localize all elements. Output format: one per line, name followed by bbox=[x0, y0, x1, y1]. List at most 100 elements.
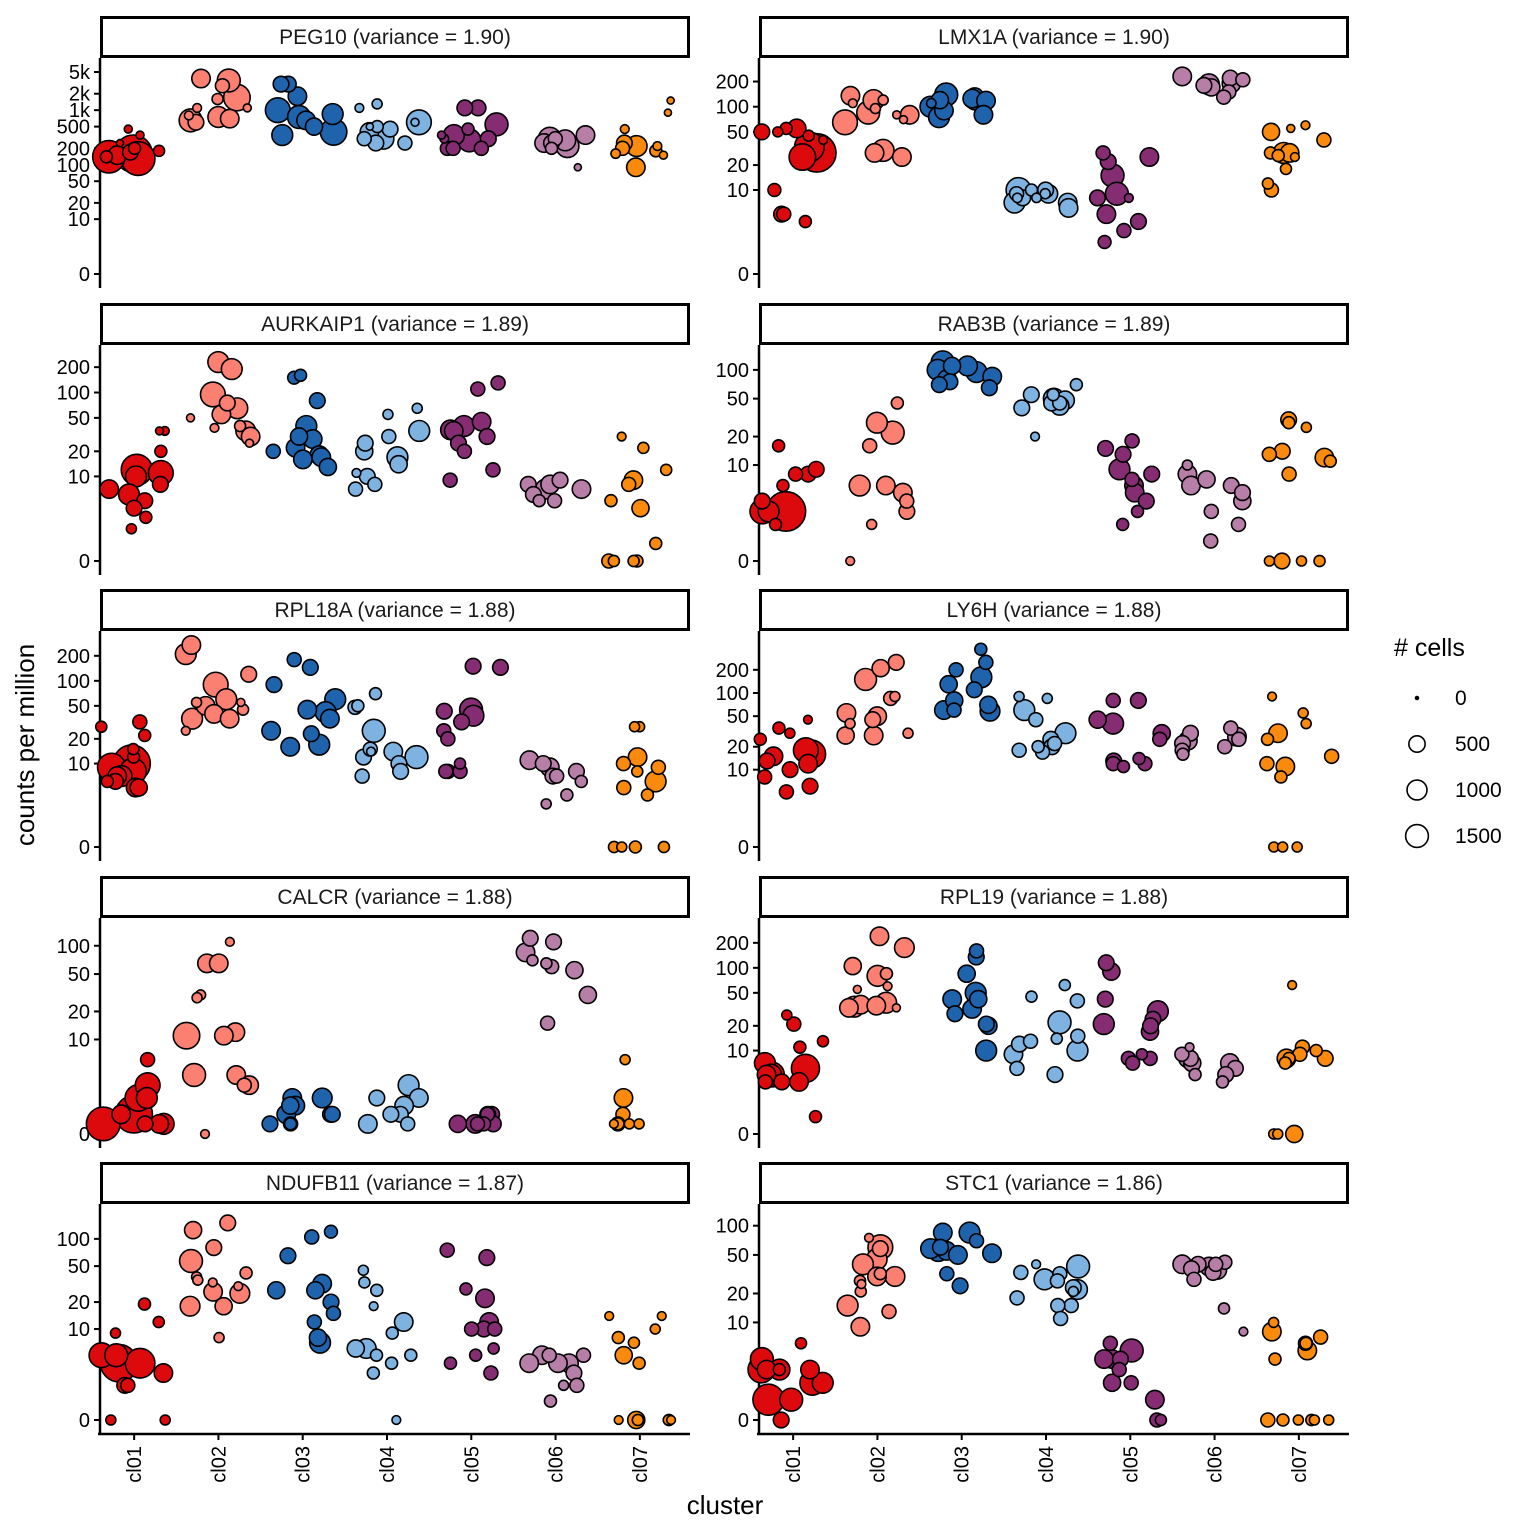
data-point bbox=[357, 1264, 370, 1277]
data-point bbox=[172, 1021, 201, 1050]
data-point bbox=[784, 727, 796, 740]
data-point bbox=[543, 1394, 558, 1408]
data-point bbox=[279, 1247, 297, 1265]
data-point bbox=[799, 1359, 821, 1380]
data-point bbox=[311, 1087, 333, 1109]
data-point bbox=[1295, 555, 1308, 567]
data-point bbox=[753, 123, 771, 141]
series-cl04 bbox=[1003, 978, 1089, 1084]
data-point bbox=[361, 718, 387, 744]
data-point bbox=[408, 419, 431, 443]
y-tick-label: 10 bbox=[727, 1041, 749, 1063]
data-point bbox=[233, 419, 247, 433]
data-point bbox=[1299, 1336, 1313, 1351]
data-point bbox=[242, 103, 253, 113]
size-legend: # cells 0 500 1000 1500 bbox=[1394, 634, 1502, 849]
series-cl01 bbox=[749, 438, 825, 532]
data-point bbox=[793, 1040, 807, 1054]
series-cl05 bbox=[1096, 433, 1161, 532]
data-point bbox=[1184, 1042, 1195, 1053]
series-cl01 bbox=[91, 124, 166, 177]
y-tick-label: 10 bbox=[727, 455, 749, 477]
y-tick-label: 50 bbox=[727, 122, 749, 144]
series-cl01 bbox=[753, 714, 827, 800]
y-tick-label: 0 bbox=[79, 264, 90, 286]
data-point bbox=[1104, 181, 1130, 206]
y-tick-label: 10 bbox=[68, 754, 90, 776]
data-point bbox=[811, 1371, 834, 1395]
series-cl03 bbox=[261, 1087, 341, 1133]
panel-rab3b: RAB3B (variance = 1.89) 0 10 20 50 100 bbox=[716, 303, 1349, 575]
series-cl04 bbox=[357, 1073, 429, 1134]
series-cl07 bbox=[1260, 1316, 1335, 1428]
data-point bbox=[384, 1356, 399, 1371]
data-point bbox=[297, 699, 318, 720]
x-tick-label: cl03 bbox=[293, 1446, 315, 1483]
data-point bbox=[850, 1316, 871, 1337]
strip-box bbox=[759, 16, 1349, 58]
series-cl03 bbox=[919, 82, 997, 129]
series-cl02 bbox=[845, 396, 916, 567]
data-point bbox=[650, 759, 667, 776]
data-point bbox=[351, 699, 365, 713]
data-point bbox=[151, 475, 169, 493]
data-point bbox=[302, 725, 320, 743]
data-point bbox=[1139, 146, 1160, 168]
data-point bbox=[948, 662, 964, 678]
x-tick-label: cl04 bbox=[377, 1446, 399, 1483]
data-point bbox=[1105, 692, 1122, 709]
data-point bbox=[266, 1280, 286, 1300]
data-point bbox=[974, 1039, 998, 1062]
data-point bbox=[382, 408, 394, 421]
data-point bbox=[323, 1105, 341, 1123]
data-point bbox=[205, 1239, 223, 1257]
data-point bbox=[180, 707, 204, 730]
data-point bbox=[637, 441, 650, 455]
data-point bbox=[1276, 841, 1289, 853]
data-point bbox=[1266, 691, 1278, 702]
data-point bbox=[656, 1310, 667, 1322]
data-point bbox=[389, 454, 408, 474]
series-cl01 bbox=[747, 1336, 834, 1429]
y-tick-label: 100 bbox=[57, 1229, 90, 1251]
data-point bbox=[1013, 1264, 1029, 1281]
data-point bbox=[640, 788, 655, 802]
y-tick-label: 50 bbox=[727, 389, 749, 411]
data-point bbox=[1088, 710, 1108, 730]
data-point bbox=[159, 1414, 172, 1426]
data-point bbox=[318, 457, 338, 477]
data-point bbox=[666, 96, 676, 105]
strip-label: RPL19 (variance = 1.88) bbox=[940, 886, 1168, 909]
y-tick-label: 2k bbox=[69, 84, 91, 106]
data-point bbox=[1312, 1329, 1329, 1345]
series-cl07 bbox=[1259, 691, 1340, 853]
data-point bbox=[439, 1242, 455, 1258]
series-cl07 bbox=[1267, 979, 1334, 1144]
data-point bbox=[239, 1266, 253, 1280]
data-point bbox=[802, 129, 816, 143]
data-point bbox=[283, 1117, 298, 1131]
series-cl07 bbox=[1261, 411, 1338, 570]
data-point bbox=[615, 779, 632, 796]
data-point bbox=[882, 981, 893, 992]
legend-key-circle bbox=[1404, 823, 1430, 849]
data-point bbox=[137, 728, 152, 743]
data-point bbox=[323, 1224, 339, 1239]
y-tick-label: 10 bbox=[727, 1312, 749, 1334]
data-point bbox=[191, 1274, 204, 1286]
data-point bbox=[968, 943, 985, 959]
y-tick-label: 5k bbox=[69, 62, 91, 84]
data-point bbox=[1123, 192, 1135, 204]
data-point bbox=[183, 110, 195, 121]
data-point bbox=[1022, 1033, 1039, 1050]
data-point bbox=[853, 667, 878, 692]
data-point bbox=[548, 768, 565, 784]
series-cl06 bbox=[519, 1345, 592, 1408]
data-point bbox=[346, 1339, 366, 1358]
strip-label: NDUFB11 (variance = 1.87) bbox=[266, 1172, 524, 1195]
data-point bbox=[981, 1243, 1003, 1264]
data-point bbox=[1028, 711, 1044, 728]
data-point bbox=[575, 1347, 592, 1364]
data-point bbox=[1172, 66, 1193, 87]
data-point bbox=[657, 840, 671, 854]
